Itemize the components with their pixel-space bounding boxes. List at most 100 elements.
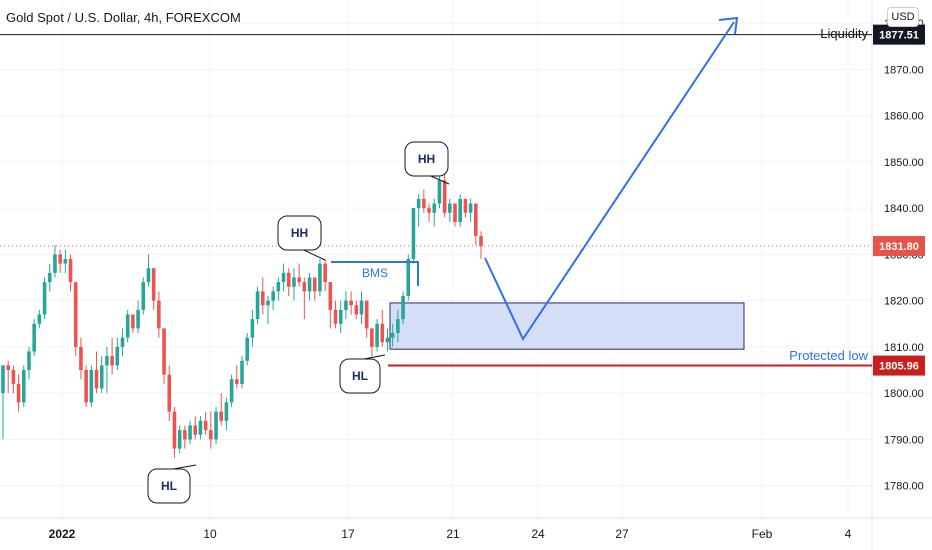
- candle-body: [193, 425, 198, 435]
- candle-body: [37, 314, 42, 324]
- hh-bubble-2-pointer: [430, 175, 450, 185]
- price-tick-label: 1790.00: [884, 434, 924, 446]
- hl-bubble-1-pointer: [173, 464, 197, 470]
- candle-body: [349, 300, 353, 306]
- candle-body: [53, 254, 57, 273]
- candle-body: [198, 420, 203, 435]
- hl-bubble-2-box[interactable]: [339, 358, 381, 394]
- price-tick-label: 1800.00: [884, 388, 924, 400]
- candle-body: [307, 277, 312, 292]
- hh-bubble-2-label: HH: [418, 152, 435, 166]
- price-tick-label: 1860.00: [884, 111, 924, 123]
- candle-body: [255, 291, 260, 320]
- candle-body: [120, 337, 125, 347]
- candle-body: [203, 420, 208, 431]
- candle-body: [427, 208, 431, 213]
- candle-body: [68, 259, 73, 283]
- candle-body: [125, 314, 130, 338]
- candle-body: [151, 268, 156, 301]
- price-tick-label: 1850.00: [884, 157, 924, 169]
- candle-body: [468, 203, 473, 213]
- candle-body: [99, 365, 104, 389]
- bms-label: BMS: [362, 266, 388, 280]
- projection-arrowhead-icon: [718, 16, 739, 35]
- candle-body: [312, 277, 317, 292]
- time-tick-label: 17: [341, 527, 355, 541]
- candle-body: [224, 402, 229, 421]
- candle-body: [385, 337, 390, 343]
- time-tick-label: 2022: [49, 527, 76, 541]
- hh-bubble-1-pointer: [303, 249, 326, 261]
- candle-body: [11, 370, 16, 384]
- candle-body: [146, 268, 151, 283]
- hh-bubble-1-label: HH: [291, 226, 308, 240]
- candle-body: [235, 379, 239, 384]
- candle-body: [47, 272, 52, 283]
- candle-body: [380, 323, 385, 343]
- candle-body: [1, 365, 5, 394]
- liquidity-label: Liquidity: [820, 26, 868, 41]
- candle-body: [286, 272, 291, 287]
- candle-body: [458, 198, 463, 222]
- bms-line[interactable]: [331, 261, 419, 286]
- candle-body: [94, 370, 99, 389]
- hh-bubble-1-box[interactable]: [277, 215, 322, 251]
- price-tick-label: 1870.00: [884, 64, 924, 76]
- candle-body: [16, 383, 21, 403]
- projection-path[interactable]: [484, 21, 735, 342]
- candle-body: [328, 282, 333, 310]
- candle-body: [375, 323, 379, 347]
- candle-body: [390, 333, 395, 338]
- hl-bubble-2-pointer: [363, 354, 386, 360]
- candle-body: [453, 203, 457, 222]
- candle-body: [292, 277, 296, 287]
- candle-body: [474, 203, 478, 236]
- candle-body: [416, 198, 421, 209]
- candle-body: [79, 346, 83, 370]
- candle-body: [32, 323, 36, 352]
- candle-body: [266, 300, 270, 306]
- hl-bubble-1-box[interactable]: [147, 468, 191, 504]
- liquidity-price-tag-bg: [873, 24, 925, 45]
- candle-body: [333, 309, 338, 324]
- protected-low-price-tag: 1805.96: [879, 361, 919, 373]
- candle-body: [245, 337, 249, 361]
- candle-body: [302, 282, 307, 292]
- candle-body: [281, 272, 286, 283]
- liquidity-price-tag: 1877.51: [879, 30, 919, 42]
- candle-body: [442, 180, 447, 213]
- candle-body: [73, 282, 78, 347]
- candle-body: [89, 370, 94, 403]
- candle-body: [463, 198, 468, 213]
- candle-body: [318, 263, 322, 292]
- protected-low-price-tag-bg: [873, 355, 925, 376]
- candle-body: [359, 300, 364, 315]
- currency-selector[interactable]: USD: [887, 7, 919, 27]
- candle-body: [110, 356, 114, 366]
- candle-body: [63, 259, 68, 264]
- candle-body: [219, 411, 224, 421]
- candle-body: [6, 365, 10, 370]
- hh-bubble-2-box[interactable]: [404, 141, 449, 177]
- candle-body: [250, 319, 255, 338]
- candle-body: [188, 425, 192, 440]
- candle-body: [396, 319, 400, 333]
- candle-body: [448, 203, 452, 213]
- candle-body: [432, 203, 437, 213]
- demand-zone-rect[interactable]: [389, 302, 745, 350]
- candle-body: [240, 360, 244, 384]
- candle-body: [276, 282, 281, 292]
- candle-body: [21, 370, 26, 403]
- time-tick-label: 27: [615, 527, 629, 541]
- hl-bubble-2-label: HL: [352, 369, 368, 383]
- current-price-tag: 1831.80: [879, 241, 919, 253]
- candle-body: [297, 277, 301, 283]
- candle-body: [58, 254, 62, 264]
- price-tick-label: 1820.00: [884, 296, 924, 308]
- protected-low-label: Protected low: [789, 348, 868, 363]
- candle-body: [105, 356, 109, 366]
- candle-body: [136, 309, 140, 329]
- candle-body: [406, 259, 411, 296]
